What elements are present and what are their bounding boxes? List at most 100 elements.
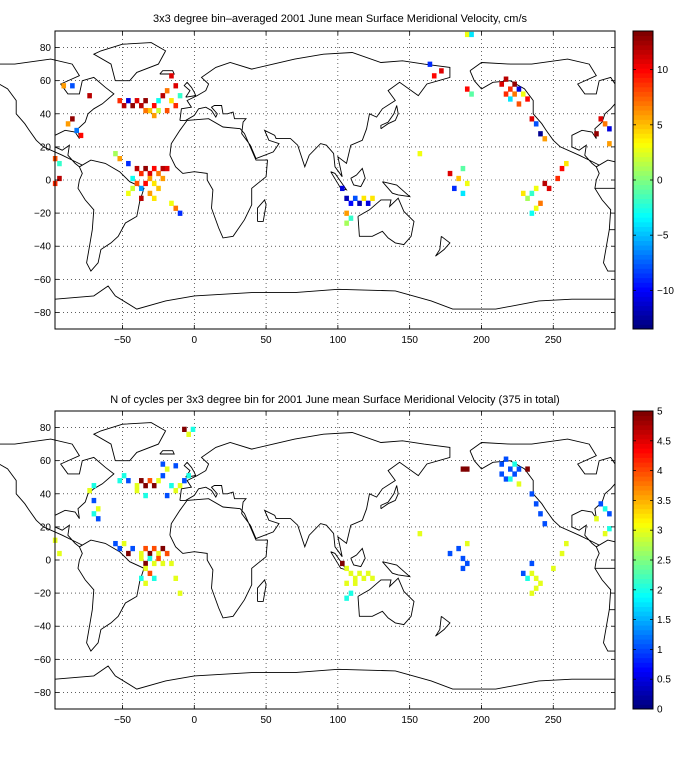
colorbar-step bbox=[633, 277, 653, 283]
x-tick-label: 100 bbox=[330, 335, 347, 346]
colorbar-step bbox=[633, 124, 653, 130]
colorbar-step bbox=[633, 152, 653, 158]
colorbar-step bbox=[633, 184, 653, 190]
colorbar-tick-label: 5 bbox=[657, 407, 663, 418]
x-tick-label: 50 bbox=[261, 335, 273, 346]
bin-cell bbox=[117, 478, 123, 484]
bin-cell bbox=[186, 473, 191, 479]
colorbar-tick-label: −10 bbox=[657, 286, 674, 297]
bin-cell bbox=[147, 478, 153, 484]
bin-cell bbox=[139, 103, 144, 109]
x-tick-label: 250 bbox=[545, 715, 562, 726]
bin-cell bbox=[520, 570, 526, 577]
colorbar-tick-label: 4.5 bbox=[657, 436, 671, 447]
bin-cell bbox=[533, 185, 539, 192]
bin-cell bbox=[365, 200, 371, 206]
colorbar-step bbox=[633, 221, 653, 227]
colorbar-step bbox=[633, 452, 653, 458]
colorbar-step bbox=[633, 58, 653, 64]
bin-cell bbox=[147, 570, 153, 577]
bin-cell bbox=[151, 560, 157, 567]
bin-cell bbox=[357, 200, 362, 206]
colorbar-step bbox=[633, 207, 653, 213]
colorbar-step bbox=[633, 282, 653, 288]
x-tick-label: 100 bbox=[330, 715, 347, 726]
colorbar-step bbox=[633, 480, 653, 486]
colorbar-step bbox=[633, 471, 653, 477]
bin-cell bbox=[542, 136, 548, 142]
bin-cell bbox=[147, 170, 153, 177]
bin-cell bbox=[503, 476, 509, 482]
bin-cell bbox=[529, 590, 535, 596]
bin-cell bbox=[456, 175, 461, 182]
coastline-path bbox=[0, 42, 616, 310]
colorbar-step bbox=[633, 527, 653, 533]
y-tick-label: 80 bbox=[40, 43, 52, 54]
x-tick-label: 200 bbox=[473, 335, 490, 346]
colorbar-step bbox=[633, 31, 653, 37]
bin-cell bbox=[173, 575, 179, 581]
bin-cell bbox=[602, 531, 608, 537]
bin-cell bbox=[417, 531, 423, 537]
bin-cell bbox=[173, 487, 179, 494]
bin-cell bbox=[516, 101, 522, 107]
colorbar-step bbox=[633, 82, 653, 88]
colorbar-step bbox=[633, 466, 653, 472]
colorbar-step bbox=[633, 110, 653, 116]
bin-cell bbox=[559, 550, 565, 557]
colorbar-step bbox=[633, 634, 653, 640]
y-tick-label: 20 bbox=[40, 522, 52, 533]
bin-cell bbox=[464, 540, 470, 547]
bin-cell bbox=[57, 175, 62, 182]
cycle-count-grid bbox=[55, 411, 615, 709]
bin-cell bbox=[117, 545, 123, 552]
bin-cell bbox=[607, 511, 612, 517]
y-tick-label: 80 bbox=[40, 423, 52, 434]
bin-cell bbox=[147, 555, 153, 562]
bin-cell bbox=[533, 585, 539, 591]
colorbar-step bbox=[633, 291, 653, 297]
bin-cell bbox=[65, 121, 71, 127]
bin-cell bbox=[529, 491, 535, 497]
colorbar-step bbox=[633, 49, 653, 55]
colorbar-step bbox=[633, 569, 653, 575]
y-tick-label: −20 bbox=[34, 589, 51, 600]
bin-cell bbox=[447, 170, 453, 177]
velocity-coastlines bbox=[0, 42, 616, 310]
y-tick-label: −40 bbox=[34, 622, 51, 633]
bin-cell bbox=[525, 96, 530, 102]
bin-cell bbox=[542, 521, 548, 527]
bin-cell bbox=[126, 478, 131, 484]
velocity-bins bbox=[52, 31, 612, 226]
bin-cell bbox=[151, 103, 157, 109]
bin-cell bbox=[156, 170, 161, 177]
bin-cell bbox=[533, 205, 539, 211]
colorbar-step bbox=[633, 128, 653, 134]
bin-cell bbox=[139, 195, 144, 201]
velocity-x-ticks: −50 0 50 100 150 200 250 bbox=[114, 31, 562, 346]
colorbar-step bbox=[633, 156, 653, 162]
colorbar-tick-label: 10 bbox=[657, 65, 669, 76]
colorbar-step bbox=[633, 249, 653, 255]
bin-cell bbox=[151, 575, 157, 581]
colorbar-step bbox=[633, 324, 653, 330]
bin-cell bbox=[169, 98, 174, 104]
cycle-count-x-ticks: −50 0 50 100 150 200 250 bbox=[114, 411, 562, 726]
bin-cell bbox=[460, 466, 466, 472]
colorbar-step bbox=[633, 648, 653, 654]
bin-cell bbox=[74, 127, 79, 134]
colorbar-step bbox=[633, 287, 653, 293]
colorbar-step bbox=[633, 254, 653, 260]
colorbar-step bbox=[633, 319, 653, 325]
colorbar-step bbox=[633, 166, 653, 172]
y-tick-label: −60 bbox=[34, 275, 51, 286]
bin-cell bbox=[594, 131, 599, 137]
bin-cell bbox=[147, 190, 153, 197]
bin-cell bbox=[91, 483, 97, 489]
bin-cell bbox=[508, 476, 513, 482]
colorbar-step bbox=[633, 629, 653, 635]
bin-cell bbox=[143, 492, 148, 499]
cycle-count-chart-title: N of cycles per 3x3 degree bin for 2001 … bbox=[110, 394, 559, 406]
colorbar-step bbox=[633, 606, 653, 612]
